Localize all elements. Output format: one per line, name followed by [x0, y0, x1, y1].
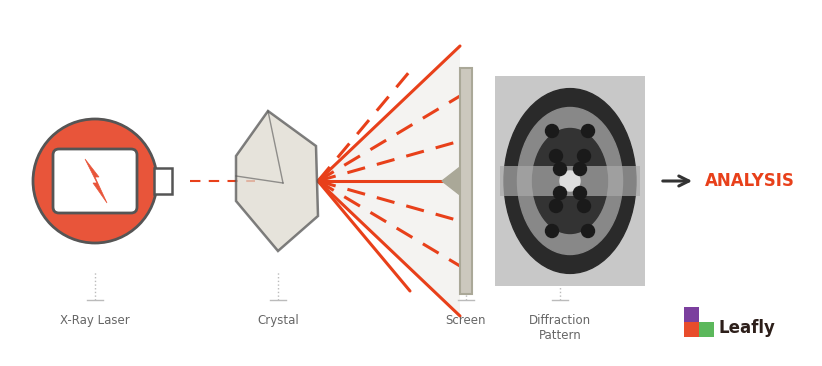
FancyBboxPatch shape [500, 166, 640, 196]
Text: ANALYSIS: ANALYSIS [705, 172, 795, 190]
Polygon shape [442, 167, 460, 195]
FancyBboxPatch shape [53, 149, 137, 213]
Circle shape [553, 187, 566, 199]
Circle shape [549, 149, 562, 163]
Text: Leafly: Leafly [719, 319, 776, 337]
FancyBboxPatch shape [699, 322, 714, 337]
Ellipse shape [518, 108, 622, 254]
Text: X-Ray Laser: X-Ray Laser [60, 314, 130, 327]
Circle shape [578, 199, 590, 213]
Circle shape [574, 163, 587, 176]
FancyBboxPatch shape [684, 307, 699, 322]
Circle shape [553, 163, 566, 176]
Polygon shape [85, 159, 107, 203]
Circle shape [560, 171, 580, 191]
Polygon shape [236, 111, 318, 251]
Circle shape [578, 149, 590, 163]
Ellipse shape [504, 89, 636, 273]
FancyBboxPatch shape [684, 322, 699, 337]
Circle shape [574, 187, 587, 199]
Circle shape [546, 224, 558, 238]
Circle shape [33, 119, 157, 243]
Circle shape [549, 199, 562, 213]
Polygon shape [318, 46, 460, 316]
FancyBboxPatch shape [495, 76, 645, 286]
Text: Screen: Screen [446, 314, 487, 327]
Circle shape [581, 224, 594, 238]
Text: Crystal: Crystal [257, 314, 299, 327]
Ellipse shape [533, 128, 607, 234]
FancyBboxPatch shape [460, 68, 472, 294]
FancyBboxPatch shape [154, 168, 172, 194]
Text: Diffraction
Pattern: Diffraction Pattern [529, 314, 591, 342]
Circle shape [581, 124, 594, 138]
Circle shape [546, 124, 558, 138]
